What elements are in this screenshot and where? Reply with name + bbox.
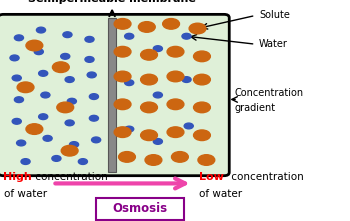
Circle shape [114,19,131,29]
Circle shape [63,32,72,38]
Circle shape [57,102,74,113]
Text: Semipermeable membrane: Semipermeable membrane [28,0,196,4]
Circle shape [26,124,43,134]
Circle shape [114,127,131,137]
Circle shape [26,40,43,51]
Bar [108,18,116,172]
Circle shape [78,159,88,164]
Circle shape [52,156,61,161]
Circle shape [125,33,134,39]
Circle shape [153,46,162,51]
Circle shape [184,123,193,129]
Circle shape [65,77,74,82]
Circle shape [198,155,215,165]
Circle shape [119,152,135,162]
Circle shape [65,120,74,126]
Circle shape [16,140,26,146]
Circle shape [36,27,46,33]
Circle shape [125,126,134,132]
Circle shape [38,114,48,120]
Circle shape [163,19,180,29]
Circle shape [85,57,94,62]
Circle shape [38,70,48,76]
Circle shape [41,92,50,98]
Circle shape [141,130,158,141]
Circle shape [14,35,23,41]
Text: concentration: concentration [32,172,107,182]
Text: concentration: concentration [228,172,303,182]
Circle shape [89,115,98,121]
Circle shape [194,130,210,141]
Text: gradient: gradient [234,103,276,113]
Circle shape [85,36,94,42]
Circle shape [43,135,52,141]
Circle shape [34,49,43,55]
Circle shape [172,152,188,162]
Circle shape [10,55,19,61]
FancyBboxPatch shape [96,198,184,220]
Text: of water: of water [4,189,47,199]
Circle shape [167,71,184,82]
Text: Water: Water [259,39,288,49]
Circle shape [167,127,184,137]
FancyBboxPatch shape [0,14,229,176]
Text: Solute: Solute [259,10,290,21]
Circle shape [125,80,134,86]
Circle shape [92,137,101,143]
Circle shape [139,22,155,32]
Circle shape [12,75,21,81]
Text: Osmosis: Osmosis [112,202,168,215]
Circle shape [194,51,210,62]
Circle shape [167,46,184,57]
Circle shape [61,53,70,59]
Circle shape [17,82,34,93]
Circle shape [14,97,23,103]
Circle shape [89,94,98,99]
Text: Low: Low [199,172,224,182]
Circle shape [153,92,162,98]
Circle shape [194,102,210,113]
Circle shape [182,77,191,82]
Text: of water: of water [199,189,243,199]
Text: Concentration: Concentration [234,88,304,98]
Circle shape [182,33,191,39]
Circle shape [52,62,69,72]
Circle shape [21,159,30,164]
Circle shape [70,142,79,147]
Circle shape [87,72,96,78]
Circle shape [114,71,131,82]
Circle shape [114,46,131,57]
Text: High: High [4,172,32,182]
Circle shape [114,99,131,110]
Circle shape [141,50,158,60]
Circle shape [145,155,162,165]
Circle shape [167,99,184,110]
Circle shape [67,98,76,104]
Circle shape [153,139,162,144]
Circle shape [12,118,21,124]
Circle shape [141,74,158,85]
Circle shape [61,145,78,156]
Circle shape [189,23,206,34]
Circle shape [194,74,210,85]
Circle shape [141,102,158,113]
